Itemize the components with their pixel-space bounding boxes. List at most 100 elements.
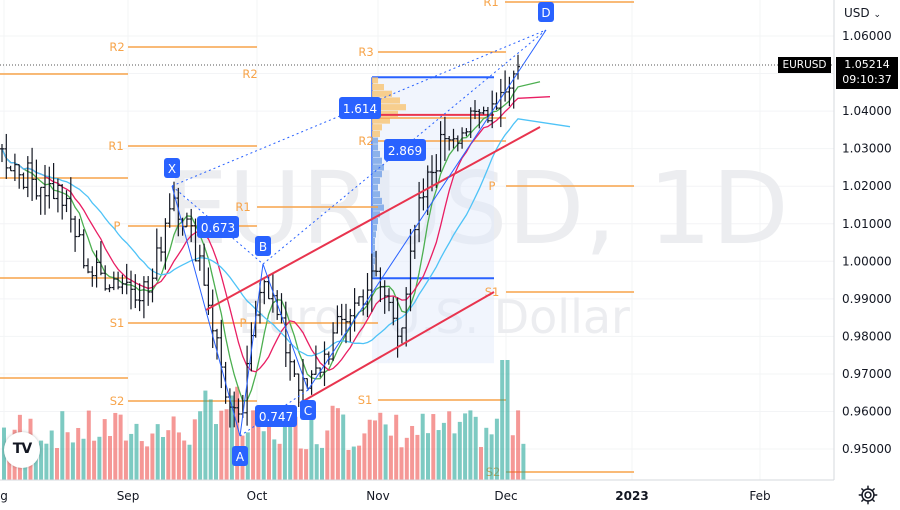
pivot-label: S1 bbox=[358, 393, 373, 407]
volume-profile-bin bbox=[372, 157, 382, 164]
pattern-ratio-label: 0.673 bbox=[201, 221, 235, 235]
volume-profile-bin bbox=[372, 251, 376, 258]
volume-profile-bin bbox=[372, 211, 380, 218]
logo-text: TV bbox=[12, 441, 32, 457]
volume-profile-bin bbox=[372, 137, 378, 144]
moving-average-line bbox=[1, 81, 541, 402]
pattern-ratio-label: 2.869 bbox=[388, 144, 422, 158]
volume-bar bbox=[293, 416, 298, 480]
volume-bar bbox=[235, 386, 240, 480]
volume-profile-bin bbox=[372, 90, 392, 97]
moving-averages bbox=[1, 81, 571, 402]
volume-bar bbox=[86, 410, 91, 480]
pattern-point-marker bbox=[164, 158, 180, 178]
volume-profile-bin bbox=[372, 184, 378, 191]
volume-bar bbox=[60, 411, 65, 480]
volume-profile-bin bbox=[372, 97, 400, 104]
tradingview-logo[interactable]: TV bbox=[4, 432, 40, 468]
pivot-label: R2 bbox=[109, 40, 124, 54]
volume-bar bbox=[261, 431, 266, 480]
volume-bar bbox=[357, 445, 362, 480]
volume-bar bbox=[304, 449, 309, 480]
pivot-label: R3 bbox=[358, 45, 373, 59]
volume-profile-bin bbox=[372, 130, 380, 138]
volume-bar bbox=[441, 422, 446, 480]
pivot-label: P bbox=[114, 219, 121, 233]
volume-bar bbox=[479, 446, 483, 480]
last-price-value: 1.05214 bbox=[844, 58, 890, 71]
volume-profile-bin bbox=[372, 271, 375, 278]
pattern-point-marker bbox=[538, 2, 554, 22]
volume-bar bbox=[214, 424, 218, 480]
volume-profile-bin bbox=[372, 217, 378, 225]
volume-bar bbox=[134, 423, 139, 480]
volume-bar bbox=[145, 446, 150, 480]
symbol-price-tag: EURUSD bbox=[778, 57, 831, 73]
pattern-point-label: X bbox=[168, 162, 176, 176]
last-price-label: 1.05214 09:10:37 bbox=[836, 57, 898, 89]
volume-bar bbox=[118, 414, 123, 480]
volume-profile-bin bbox=[372, 177, 380, 184]
pivot-label: P bbox=[240, 316, 247, 330]
volume-bar bbox=[171, 416, 176, 480]
pivot-label: P bbox=[489, 179, 496, 193]
volume-bar bbox=[55, 447, 59, 480]
volume-bar bbox=[383, 424, 388, 480]
volume-bar bbox=[452, 433, 457, 480]
volume-bar bbox=[388, 435, 393, 480]
volume-bar bbox=[282, 422, 287, 480]
volume-profile-bin bbox=[372, 224, 377, 231]
volume-profile-bin bbox=[372, 231, 376, 238]
volume-bar bbox=[489, 434, 494, 480]
volume-bar bbox=[166, 430, 171, 480]
volume-bar bbox=[81, 438, 86, 480]
currency-selector[interactable]: USD ⌄ bbox=[844, 6, 881, 20]
volume-bars bbox=[2, 360, 526, 480]
volume-bar bbox=[309, 416, 314, 480]
volume-bar bbox=[182, 440, 187, 480]
pattern-ratio-box bbox=[255, 405, 297, 427]
volume-bar bbox=[399, 447, 404, 480]
pivot-label: R1 bbox=[108, 139, 123, 153]
volume-profile-bin bbox=[372, 258, 375, 265]
volume-bar bbox=[129, 433, 134, 480]
volume-bar bbox=[288, 415, 293, 480]
volume-bar bbox=[198, 411, 203, 480]
pattern-point-marker bbox=[255, 236, 271, 256]
volume-bar bbox=[351, 446, 356, 480]
volume-bar bbox=[500, 360, 505, 480]
volume-profile-bin bbox=[372, 238, 375, 245]
candle-countdown: 09:10:37 bbox=[842, 73, 892, 86]
pattern-ratio-box bbox=[339, 97, 381, 119]
volume-bar bbox=[510, 435, 515, 480]
gear-icon[interactable] bbox=[857, 484, 879, 506]
pattern-ratio-box bbox=[197, 216, 239, 238]
volume-bar bbox=[203, 390, 208, 480]
volume-bar bbox=[272, 439, 277, 480]
volume-bar bbox=[219, 410, 224, 480]
volume-bar bbox=[224, 409, 229, 480]
volume-bar bbox=[457, 421, 462, 480]
pattern-ratios: 0.673 0.747 1.614 2.869 bbox=[197, 97, 426, 427]
volume-profile-bin bbox=[372, 264, 374, 272]
volume-bar bbox=[362, 433, 367, 480]
pivot-label: S2 bbox=[110, 394, 125, 408]
volume-profile bbox=[371, 76, 494, 364]
volume-bar bbox=[251, 410, 256, 480]
volume-profile-bin bbox=[372, 144, 378, 151]
volume-bar bbox=[325, 430, 330, 480]
chevron-down-icon: ⌄ bbox=[873, 10, 882, 20]
volume-bar bbox=[139, 441, 144, 480]
volume-profile-bin bbox=[372, 84, 384, 91]
pattern-ratio-label: 1.614 bbox=[343, 102, 377, 116]
volume-profile-bin bbox=[372, 77, 378, 84]
volume-bar bbox=[378, 412, 383, 480]
pivot-label: S1 bbox=[110, 316, 125, 330]
volume-bar bbox=[192, 419, 197, 480]
volume-bar bbox=[426, 433, 430, 480]
volume-bar bbox=[373, 420, 377, 480]
volume-profile-bin bbox=[372, 244, 375, 251]
volume-bar bbox=[76, 427, 81, 480]
time-axis[interactable] bbox=[0, 480, 834, 510]
